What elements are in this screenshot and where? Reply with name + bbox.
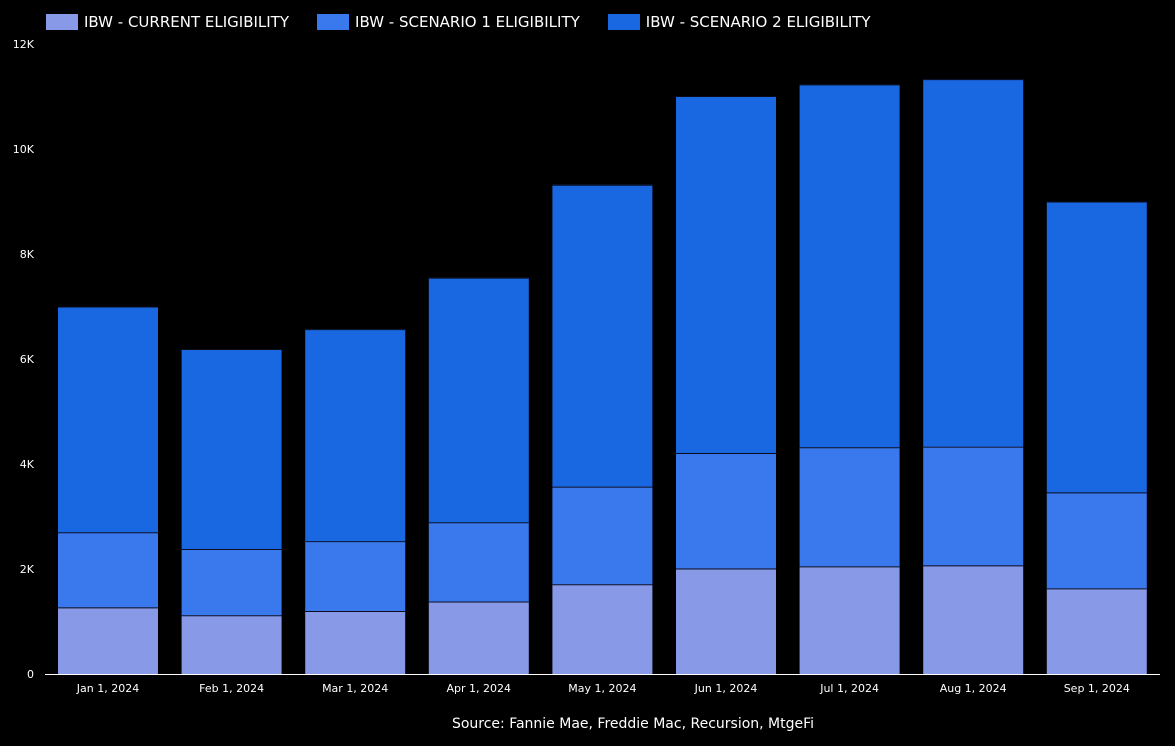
bar-segment-scenario-2[interactable] [1046, 201, 1147, 493]
x-tick-label: Apr 1, 2024 [447, 682, 512, 695]
legend-label-scenario-2: IBW - SCENARIO 2 ELIGIBILITY [645, 13, 871, 31]
x-tick-label: Jan 1, 2024 [76, 682, 139, 695]
legend-label-scenario-1: IBW - SCENARIO 1 ELIGIBILITY [355, 13, 580, 31]
bar-segment-scenario-1[interactable] [58, 532, 158, 608]
bar-segment-scenario-2[interactable] [799, 84, 900, 448]
x-tick-label: Aug 1, 2024 [940, 682, 1007, 695]
y-tick-label: 2K [20, 563, 35, 576]
bar-segment-current[interactable] [1046, 588, 1147, 674]
legend-label-current: IBW - CURRENT ELIGIBILITY [84, 13, 290, 31]
legend-swatch-current [46, 14, 78, 30]
bar-segment-scenario-2[interactable] [181, 349, 282, 550]
x-tick-label: Jul 1, 2024 [819, 682, 879, 695]
legend-item-scenario-2[interactable]: IBW - SCENARIO 2 ELIGIBILITY [607, 13, 871, 31]
bar-segment-scenario-2[interactable] [923, 79, 1024, 447]
source-caption: Source: Fannie Mae, Freddie Mac, Recursi… [451, 716, 815, 732]
bar-segment-current[interactable] [58, 607, 158, 674]
bar-segment-scenario-2[interactable] [428, 277, 529, 523]
legend-swatch-scenario-2 [607, 14, 640, 30]
legend-item-current[interactable]: IBW - CURRENT ELIGIBILITY [46, 13, 289, 31]
bar-segment-scenario-2[interactable] [305, 329, 406, 542]
y-tick-label: 12K [13, 38, 35, 51]
y-tick-label: 6K [20, 353, 35, 366]
bar-segment-scenario-2[interactable] [676, 95, 776, 453]
x-tick-label: May 1, 2024 [568, 682, 636, 695]
y-tick-label: 4K [20, 458, 35, 471]
bar-segment-scenario-1[interactable] [1046, 492, 1147, 589]
bar-segment-scenario-1[interactable] [676, 452, 776, 569]
bar-segment-scenario-1[interactable] [428, 522, 529, 602]
bar-segment-scenario-2[interactable] [58, 306, 158, 533]
y-tick-label: 10K [13, 143, 35, 156]
x-tick-label: Feb 1, 2024 [199, 682, 264, 695]
x-tick-label: Jun 1, 2024 [694, 682, 758, 695]
x-tick-label: Sep 1, 2024 [1064, 682, 1130, 695]
bar-segment-scenario-1[interactable] [305, 541, 406, 611]
legend-swatch-scenario-1 [317, 14, 350, 30]
bar-segment-current[interactable] [799, 566, 900, 674]
chart-legend: IBW - CURRENT ELIGIBILITY IBW - SCENARIO… [46, 11, 899, 33]
bar-segment-scenario-2[interactable] [552, 184, 653, 487]
legend-item-scenario-1[interactable]: IBW - SCENARIO 1 ELIGIBILITY [317, 13, 580, 31]
bar-segment-scenario-1[interactable] [799, 447, 900, 567]
bar-segment-current[interactable] [676, 568, 776, 674]
bar-segment-current[interactable] [181, 615, 282, 674]
y-tick-label: 8K [20, 248, 35, 261]
bar-segment-current[interactable] [305, 611, 406, 674]
bar-segment-current[interactable] [428, 601, 529, 674]
bar-segment-scenario-1[interactable] [552, 486, 653, 585]
bar-segment-scenario-1[interactable] [923, 446, 1024, 566]
bar-segment-current[interactable] [923, 565, 1024, 674]
x-tick-label: Mar 1, 2024 [322, 682, 388, 695]
bar-segment-current[interactable] [552, 584, 653, 674]
bar-segment-scenario-1[interactable] [181, 549, 282, 616]
y-tick-label: 0 [27, 668, 34, 681]
